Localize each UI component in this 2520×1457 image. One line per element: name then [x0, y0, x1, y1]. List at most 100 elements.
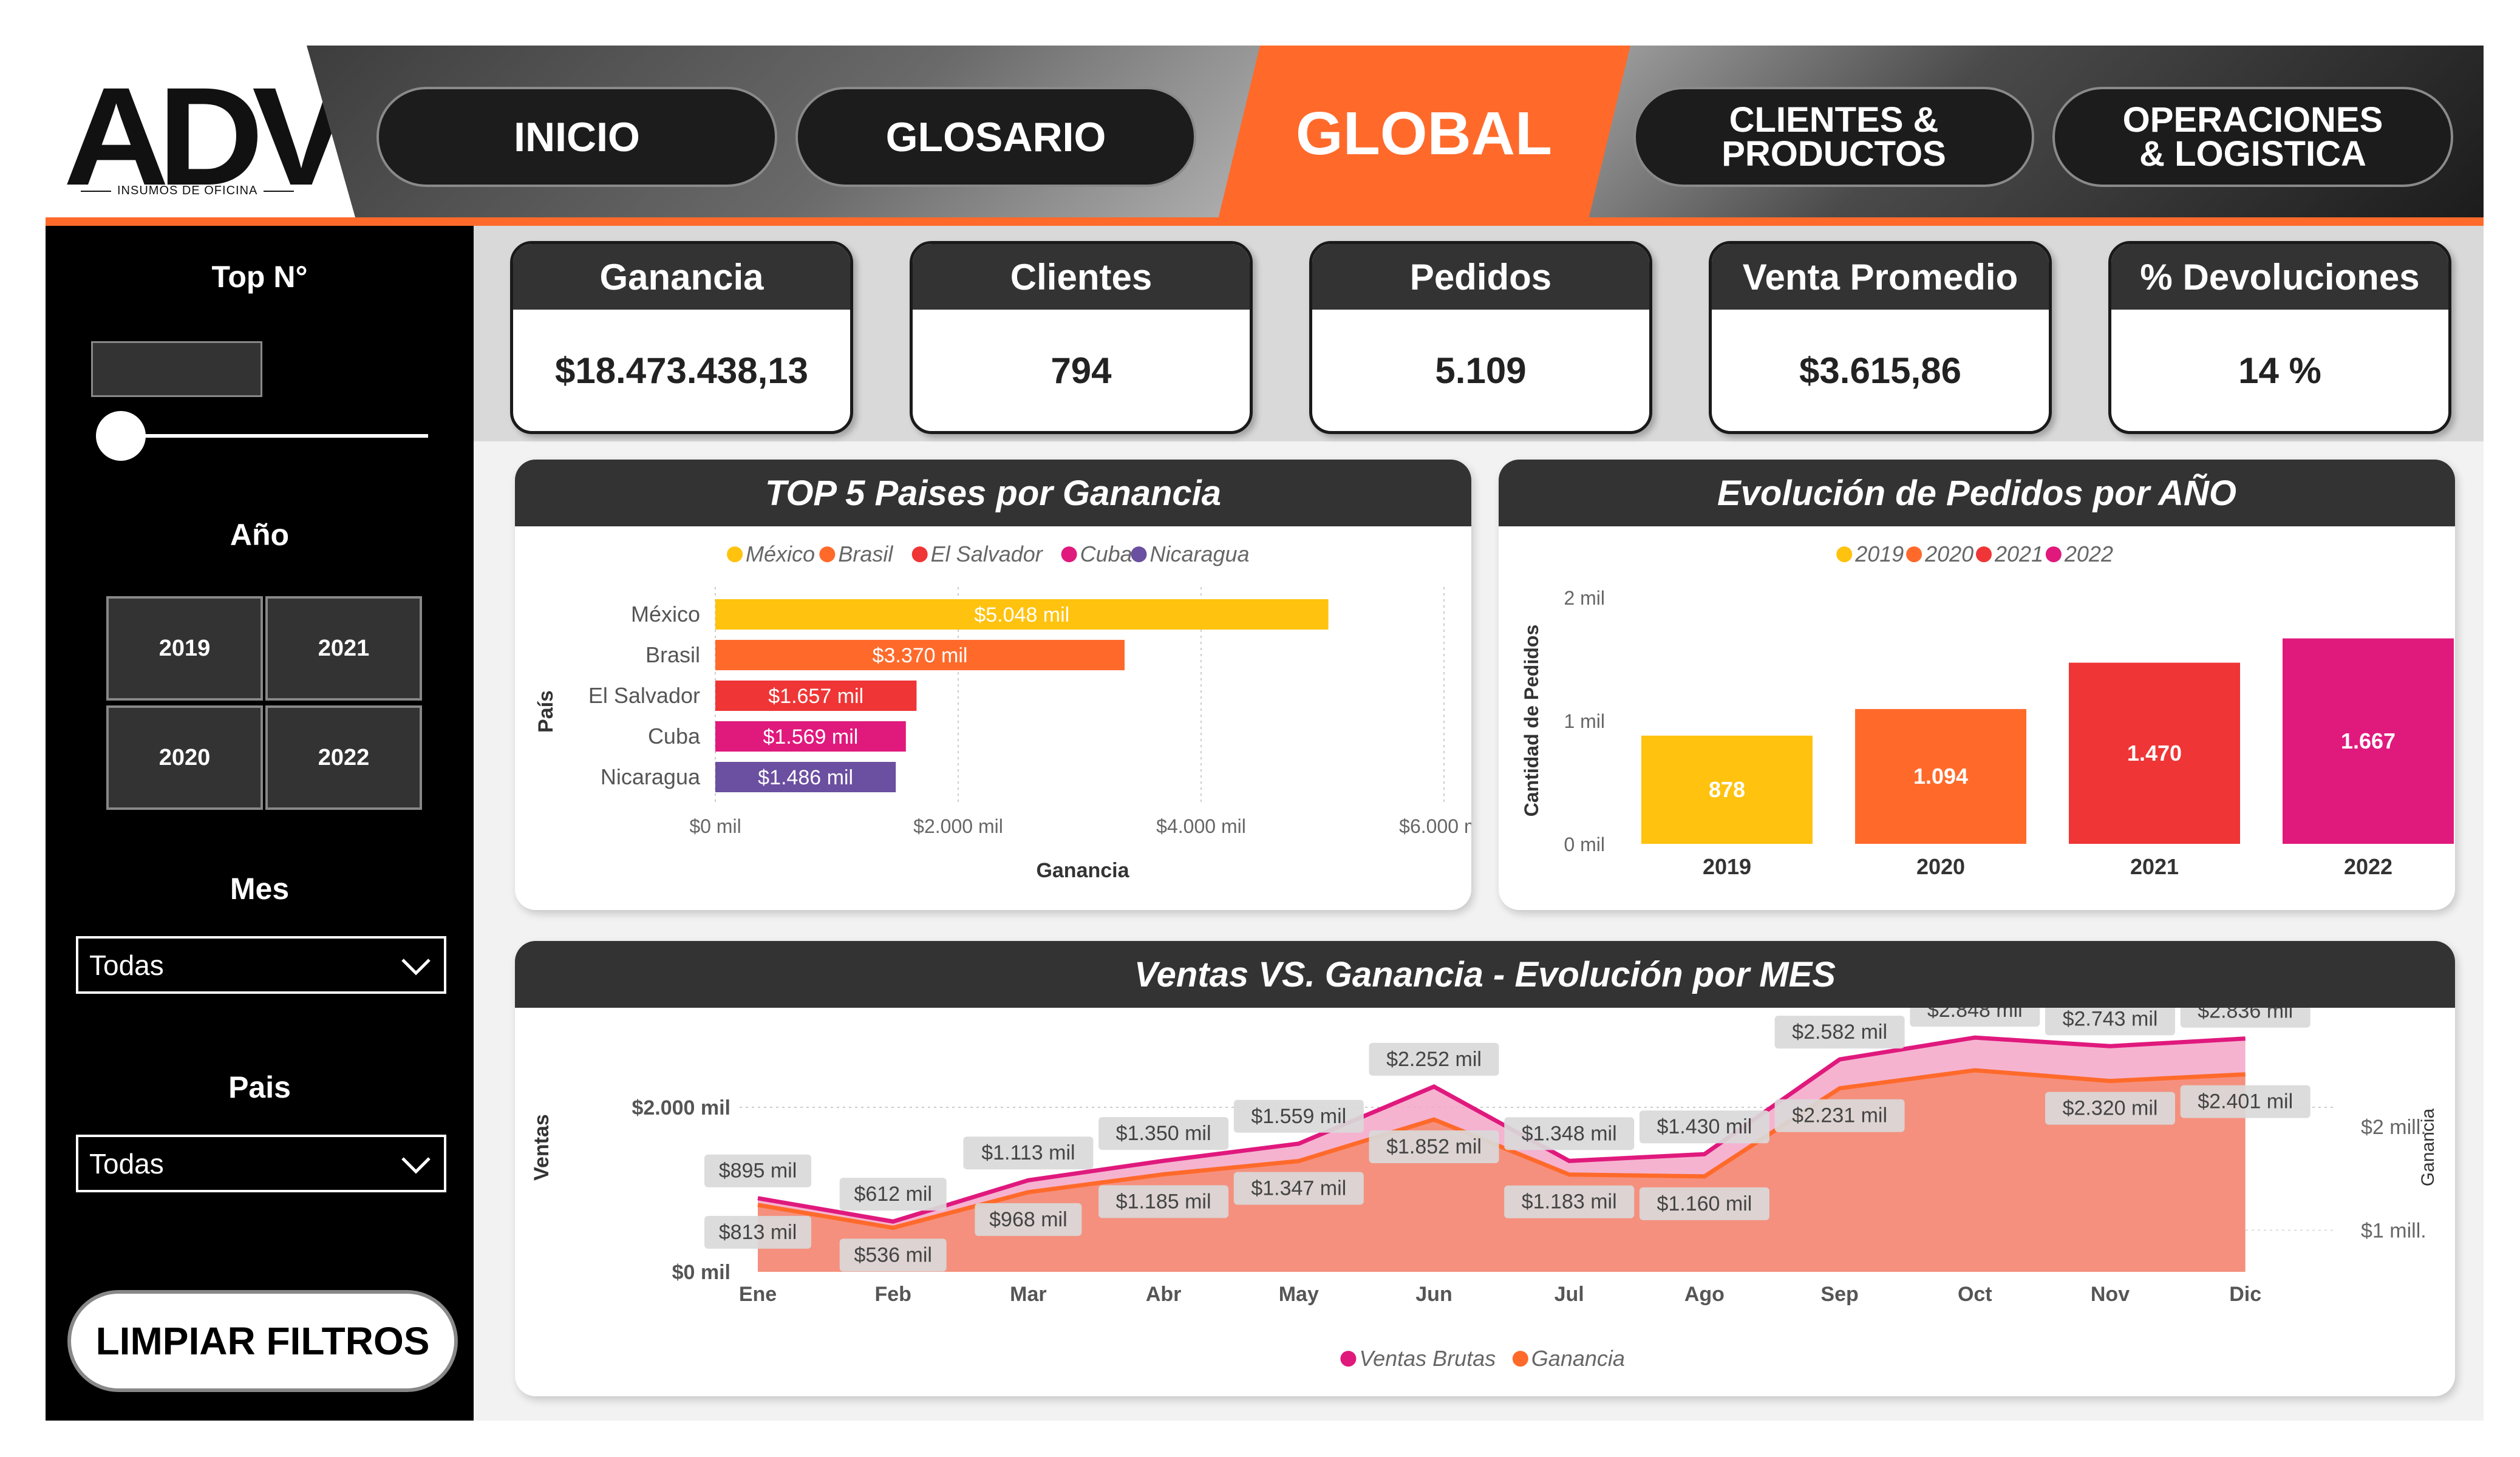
data-label: 1.667: [2341, 728, 2396, 753]
x-category-label: 2019: [1703, 854, 1751, 879]
top-n-slider-track[interactable]: [121, 434, 428, 438]
data-label: $968 mil: [989, 1208, 1068, 1231]
data-label: $612 mil: [854, 1183, 932, 1206]
legend-marker: [1836, 546, 1852, 562]
sales-vs-profit-chart: $0 mil$2.000 mil$1 mill.$2 mill.$895 mil…: [515, 1008, 2455, 1396]
data-label: $1.183 mil: [1522, 1190, 1617, 1214]
country-dropdown[interactable]: Todas: [76, 1135, 446, 1192]
chart-card-ventas-ganancia: Ventas VS. Ganancia - Evolución por MES …: [515, 941, 2455, 1396]
y-tick-label: 0 mil: [1564, 834, 1605, 855]
x-category-label: Dic: [2229, 1283, 2261, 1306]
data-label: $1.347 mil: [1251, 1177, 1346, 1200]
legend-label: México: [746, 542, 815, 566]
x-category-label: 2022: [2344, 854, 2392, 879]
y-axis-title: Cantidad de Pedidos: [1521, 625, 1542, 817]
x-category-label: Jun: [1415, 1283, 1452, 1306]
legend-marker: [912, 546, 928, 562]
legend-label: 2019: [1854, 542, 1904, 566]
data-label: $1.569 mil: [763, 725, 858, 749]
chart-card-pedidos-anio: Evolución de Pedidos por AÑO 2019 2020 202…: [1499, 460, 2455, 910]
top-n-label: Top N°: [46, 259, 474, 294]
nav-global-button[interactable]: GLOBAL: [1217, 46, 1630, 217]
data-label: $2.401 mil: [2198, 1090, 2293, 1113]
legend-label: Brasil: [838, 542, 893, 566]
logo-panel: ADV INSUMOS DE OFICINA: [46, 46, 355, 217]
y-category-label: Cuba: [648, 724, 701, 749]
x-category-label: Mar: [1010, 1283, 1046, 1306]
kpi-value: $3.615,86: [1712, 310, 2049, 431]
y-axis-title: Ventas: [530, 1114, 553, 1181]
legend-label: Ventas Brutas: [1359, 1346, 1496, 1371]
data-label: 878: [1709, 777, 1745, 802]
year-2019-button[interactable]: 2019: [106, 596, 263, 701]
y-tick-label: $0 mil: [672, 1261, 730, 1284]
x-category-label: 2021: [2130, 854, 2179, 879]
logo-subtitle: INSUMOS DE OFICINA: [75, 184, 300, 198]
year-2022-button[interactable]: 2022: [265, 705, 422, 810]
top-n-slider-handle[interactable]: [96, 411, 146, 461]
legend-marker: [1976, 546, 1992, 562]
x-category-label: Abr: [1146, 1283, 1182, 1306]
data-label: $1.657 mil: [768, 685, 863, 708]
y-category-label: Brasil: [645, 642, 700, 667]
data-label: $2.252 mil: [1386, 1048, 1482, 1071]
x-category-label: Feb: [874, 1283, 911, 1306]
kpi-title: Pedidos: [1312, 244, 1649, 310]
y-tick-label: $2.000 mil: [632, 1096, 730, 1119]
kpi-value: 14 %: [2111, 310, 2448, 431]
ganancia-area: [758, 1070, 2246, 1272]
data-label: $1.350 mil: [1116, 1122, 1211, 1145]
kpi-title: % Devoluciones: [2111, 244, 2448, 310]
kpi-strip: Ganancia $18.473.438,13 Clientes 794 Ped…: [474, 226, 2484, 441]
x-category-label: 2020: [1916, 854, 1965, 879]
data-label: $1.160 mil: [1657, 1192, 1752, 1215]
data-label: $2.231 mil: [1792, 1104, 1887, 1127]
legend-marker: [727, 546, 743, 562]
year-2020-button[interactable]: 2020: [106, 705, 263, 810]
header: ADV INSUMOS DE OFICINA INICIO GLOSARIO G…: [46, 46, 2484, 217]
legend-marker: [1340, 1351, 1356, 1367]
kpi-title: Clientes: [913, 244, 1250, 310]
dashboard-frame: ADV INSUMOS DE OFICINA INICIO GLOSARIO G…: [46, 46, 2484, 1421]
x-category-label: Ago: [1684, 1283, 1725, 1306]
legend-marker: [2046, 546, 2062, 562]
month-label: Mes: [46, 871, 474, 906]
y2-axis-title: Ganancia: [2418, 1108, 2438, 1186]
nav-operaciones-button[interactable]: OPERACIONES & LOGISTICA: [2052, 87, 2453, 187]
year-2021-button[interactable]: 2021: [265, 596, 422, 701]
data-label: $895 mil: [719, 1160, 797, 1183]
month-dropdown[interactable]: Todas: [76, 936, 446, 994]
data-label: $1.852 mil: [1386, 1135, 1482, 1158]
data-label: $1.348 mil: [1522, 1122, 1617, 1145]
chevron-down-icon: [399, 951, 433, 981]
data-label: $1.185 mil: [1116, 1190, 1211, 1213]
y-category-label: El Salvador: [588, 683, 700, 708]
data-label: $2.320 mil: [2063, 1097, 2158, 1120]
chart-title: Ventas VS. Ganancia - Evolución por MES: [515, 941, 2455, 1008]
kpi-card-venta-promedio: Venta Promedio $3.615,86: [1709, 241, 2052, 434]
data-label: $813 mil: [719, 1221, 797, 1244]
data-label: 1.094: [1913, 764, 1968, 789]
nav-inicio-button[interactable]: INICIO: [376, 87, 777, 187]
x-category-label: Oct: [1958, 1283, 1992, 1306]
nav-global-label: GLOBAL: [1296, 99, 1552, 169]
x-category-label: Jul: [1555, 1283, 1584, 1306]
nav-glosario-button[interactable]: GLOSARIO: [795, 87, 1196, 187]
legend-label: Ganancia: [1531, 1346, 1625, 1371]
top-n-input[interactable]: [91, 341, 262, 397]
legend-label: Nicaragua: [1149, 542, 1249, 566]
nav-clientes-button[interactable]: CLIENTES & PRODUCTOS: [1633, 87, 2034, 187]
nav-inicio-label: INICIO: [514, 120, 640, 155]
x-tick-label: $2.000 mil: [913, 815, 1003, 837]
y-tick-label: 1 mil: [1564, 710, 1605, 732]
kpi-value: $18.473.438,13: [513, 310, 850, 431]
kpi-card-devoluciones: % Devoluciones 14 %: [2108, 241, 2451, 434]
y-category-label: México: [631, 602, 700, 627]
data-label: $2.848 mil: [1927, 1008, 2023, 1022]
y-category-label: Nicaragua: [601, 764, 701, 789]
legend-marker: [819, 546, 835, 562]
kpi-card-pedidos: Pedidos 5.109: [1309, 241, 1652, 434]
kpi-value: 794: [913, 310, 1250, 431]
clear-filters-button[interactable]: LIMPIAR FILTROS: [67, 1290, 458, 1392]
legend-marker: [1131, 546, 1146, 562]
